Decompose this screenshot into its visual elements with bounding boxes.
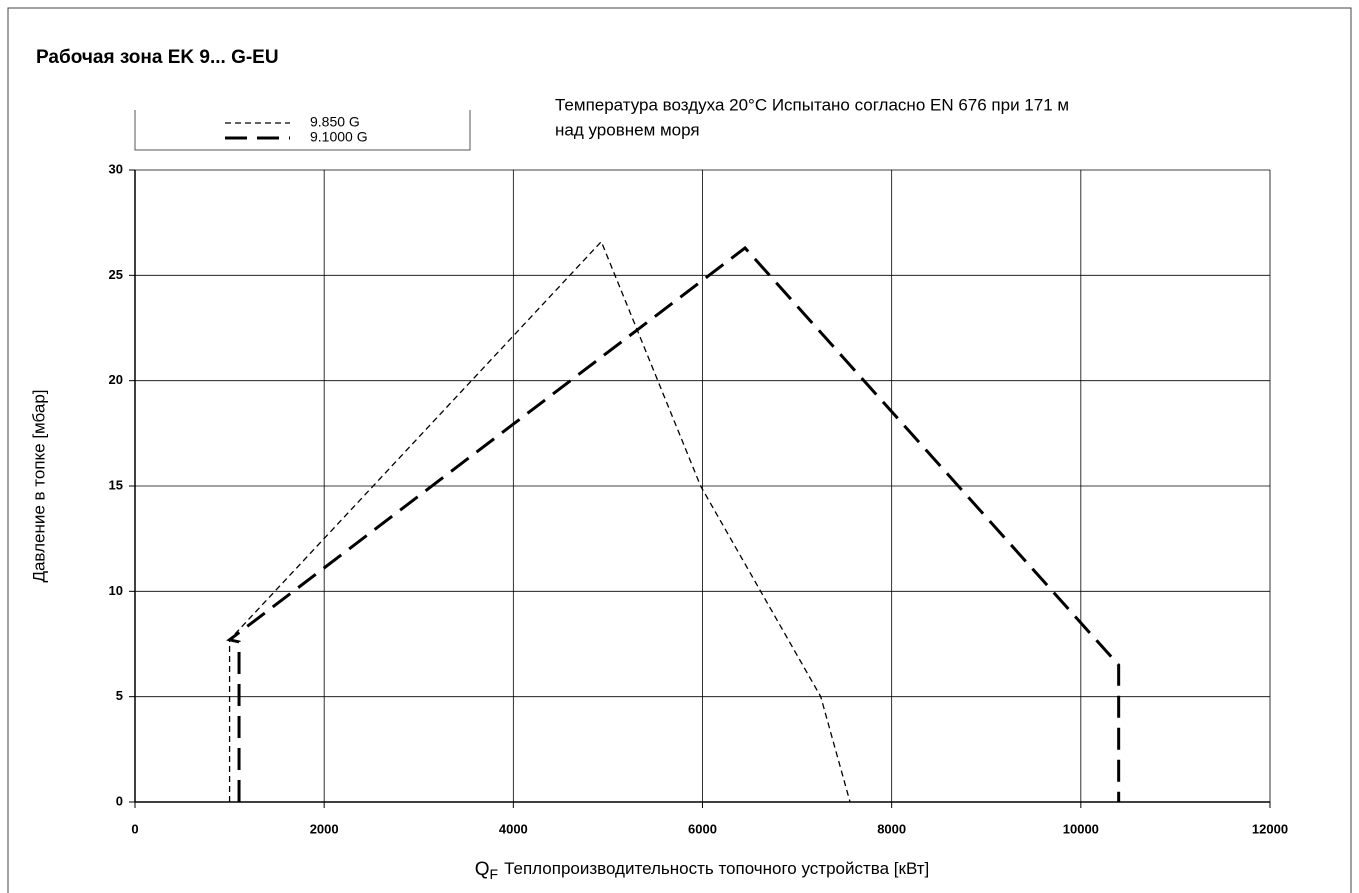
x-tick-label: 2000 <box>310 821 339 836</box>
annotation: Температура воздуха 20°C Испытано соглас… <box>555 95 1069 114</box>
legend-label: 9.850 G <box>310 114 360 130</box>
x-label-subscript: F <box>490 866 499 882</box>
x-axis-label: QF Теплопроизводительность топочного устр… <box>475 859 930 882</box>
x-tick-label: 0 <box>131 821 138 836</box>
x-tick-label: 10000 <box>1063 821 1099 836</box>
y-axis-label: Давление в топке [мбар] <box>29 389 48 582</box>
legend-box <box>134 110 471 151</box>
x-tick-label: 12000 <box>1252 821 1288 836</box>
chart-title: Рабочая зона EK 9... G-EU <box>36 47 279 68</box>
x-tick-label: 6000 <box>688 821 717 836</box>
y-tick-label: 15 <box>109 477 123 492</box>
y-tick-label: 20 <box>109 372 123 387</box>
frame <box>7 7 1352 893</box>
data-line <box>226 245 1121 802</box>
annotation: над уровнем моря <box>555 120 700 139</box>
x-tick-label: 4000 <box>499 821 528 836</box>
y-tick-label: 0 <box>116 793 123 808</box>
y-tick-label: 25 <box>109 267 123 282</box>
y-tick-label: 30 <box>109 161 123 176</box>
y-tick-label: 5 <box>116 688 123 703</box>
data-line <box>228 240 851 803</box>
x-label-symbol: Q <box>475 859 490 880</box>
x-label-text: Теплопроизводительность топочного устрой… <box>504 859 929 878</box>
y-tick-label: 10 <box>109 583 123 598</box>
legend-label: 9.1000 G <box>310 129 368 145</box>
x-tick-label: 8000 <box>877 821 906 836</box>
